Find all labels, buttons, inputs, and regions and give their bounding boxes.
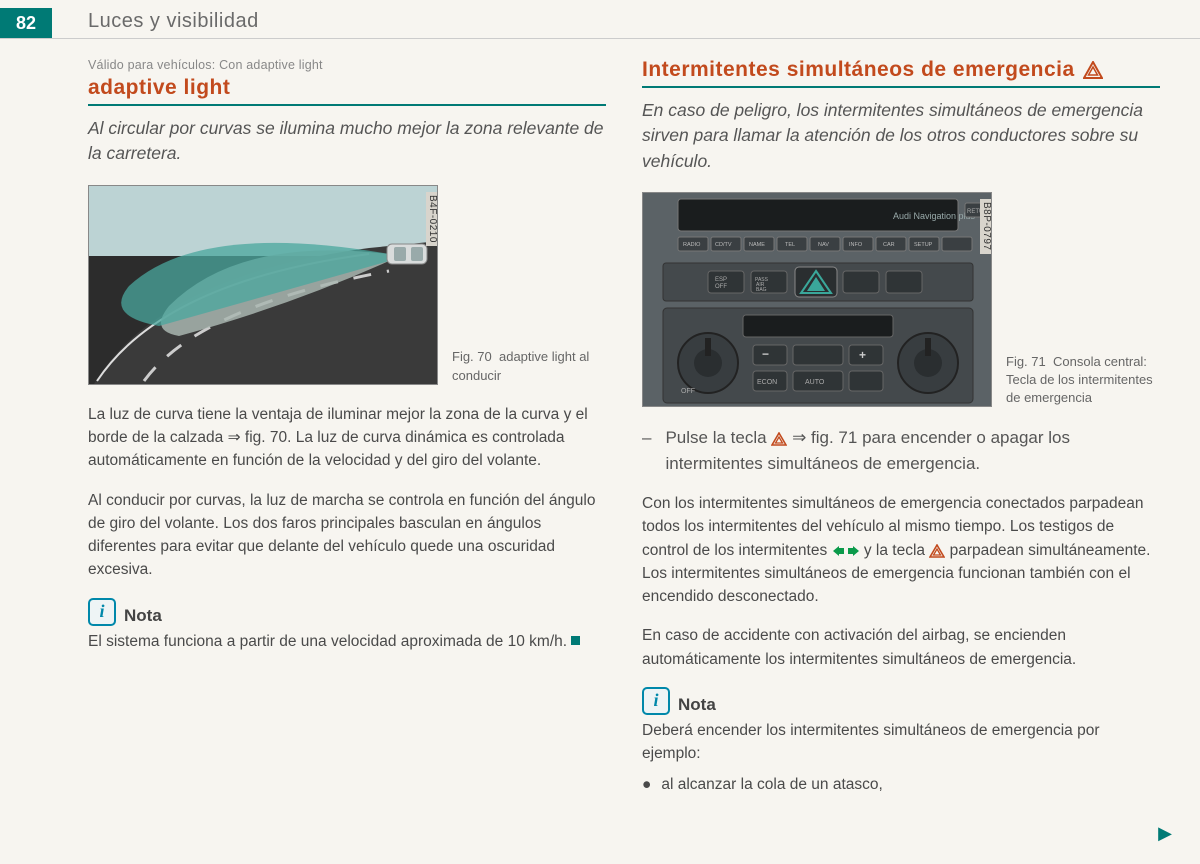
- step-text-part: Pulse la tecla: [665, 428, 766, 447]
- dash-marker: –: [642, 425, 651, 476]
- svg-text:TEL: TEL: [785, 242, 795, 248]
- figure-70-image: B4F-0210: [88, 185, 438, 385]
- note-label: Nota: [124, 606, 162, 626]
- svg-text:ESP: ESP: [715, 277, 727, 283]
- section-heading-hazard-lights: Intermitentes simultáneos de emergencia: [642, 58, 1160, 88]
- figure-70-row: B4F-0210 Fig. 70 adaptive light al condu…: [88, 185, 606, 385]
- figure-71-code: B8P-0797: [980, 199, 992, 253]
- figure-71-caption: Fig. 71 Consola central: Tecla de los in…: [1006, 353, 1156, 408]
- section-heading-adaptive-light: adaptive light: [88, 76, 606, 106]
- step-text: Pulse la tecla ⇒ fig. 71 para encender o…: [665, 425, 1160, 476]
- page-number-badge: 82: [0, 8, 52, 38]
- text-run: y la tecla: [864, 542, 925, 559]
- svg-text:Audi Navigation plus: Audi Navigation plus: [893, 211, 976, 221]
- svg-text:AUTO: AUTO: [805, 379, 825, 386]
- svg-text:OFF: OFF: [715, 284, 727, 290]
- note-body: Deberá encender los intermitentes simult…: [642, 719, 1160, 766]
- applicability-note: Válido para vehículos: Con adaptive ligh…: [88, 58, 606, 72]
- hazard-triangle-icon: [1083, 61, 1103, 79]
- heading-text: adaptive light: [88, 76, 230, 100]
- bullet-text: al alcanzar la cola de un atasco,: [661, 773, 882, 796]
- paragraph: Al conducir por curvas, la luz de marcha…: [88, 489, 606, 582]
- column-right: Intermitentes simultáneos de emergencia …: [642, 58, 1160, 797]
- hazard-triangle-icon: [771, 432, 787, 446]
- note-label: Nota: [678, 695, 716, 715]
- note-body: El sistema funciona a partir de una velo…: [88, 630, 606, 653]
- heading-text: Intermitentes simultáneos de emergencia: [642, 58, 1075, 82]
- adaptive-light-diagram: [89, 186, 438, 385]
- bullet-item: ● al alcanzar la cola de un atasco,: [642, 773, 1160, 796]
- svg-text:NAV: NAV: [818, 242, 829, 248]
- note-heading: i Nota: [88, 598, 606, 626]
- end-of-section-marker: [571, 636, 580, 645]
- figure-71-row: Audi Navigation plus RETURN RADIOCD/TVNA…: [642, 192, 1160, 407]
- info-icon: i: [642, 687, 670, 715]
- figure-label: Fig. 71: [1006, 354, 1046, 369]
- svg-text:−: −: [762, 347, 769, 361]
- svg-text:OFF: OFF: [681, 388, 695, 395]
- paragraph: Con los intermitentes simultáneos de eme…: [642, 492, 1160, 608]
- figure-label: Fig. 70: [452, 349, 492, 364]
- header-rule: [0, 38, 1200, 39]
- content-columns: Válido para vehículos: Con adaptive ligh…: [88, 58, 1160, 797]
- svg-text:CD/TV: CD/TV: [715, 242, 732, 248]
- chapter-title: Luces y visibilidad: [88, 10, 259, 33]
- svg-text:RADIO: RADIO: [683, 242, 701, 248]
- center-console-diagram: Audi Navigation plus RETURN RADIOCD/TVNA…: [643, 193, 992, 407]
- lead-paragraph: En caso de peligro, los intermitentes si…: [642, 98, 1160, 174]
- svg-text:NAME: NAME: [749, 242, 765, 248]
- instruction-step: – Pulse la tecla ⇒ fig. 71 para encender…: [642, 425, 1160, 476]
- svg-text:ECON: ECON: [757, 379, 777, 386]
- svg-text:BAG: BAG: [756, 287, 767, 293]
- svg-text:SETUP: SETUP: [914, 242, 933, 248]
- figure-70-code: B4F-0210: [426, 192, 438, 246]
- hazard-triangle-icon: [929, 544, 945, 558]
- figure-70-caption: Fig. 70 adaptive light al conducir: [452, 348, 602, 384]
- note-text: El sistema funciona a partir de una velo…: [88, 633, 567, 650]
- bullet-marker: ●: [642, 773, 651, 796]
- column-left: Válido para vehículos: Con adaptive ligh…: [88, 58, 606, 797]
- paragraph: En caso de accidente con activación del …: [642, 624, 1160, 671]
- lead-paragraph: Al circular por curvas se ilumina mucho …: [88, 116, 606, 167]
- note-heading: i Nota: [642, 687, 1160, 715]
- paragraph: La luz de curva tiene la ventaja de ilum…: [88, 403, 606, 473]
- svg-text:CAR: CAR: [883, 242, 895, 248]
- svg-text:INFO: INFO: [849, 242, 863, 248]
- info-icon: i: [88, 598, 116, 626]
- continued-arrow-icon: ▶: [1158, 823, 1172, 844]
- figure-71-image: Audi Navigation plus RETURN RADIOCD/TVNA…: [642, 192, 992, 407]
- svg-text:+: +: [859, 348, 866, 362]
- turn-signal-indicators-icon: [832, 544, 860, 558]
